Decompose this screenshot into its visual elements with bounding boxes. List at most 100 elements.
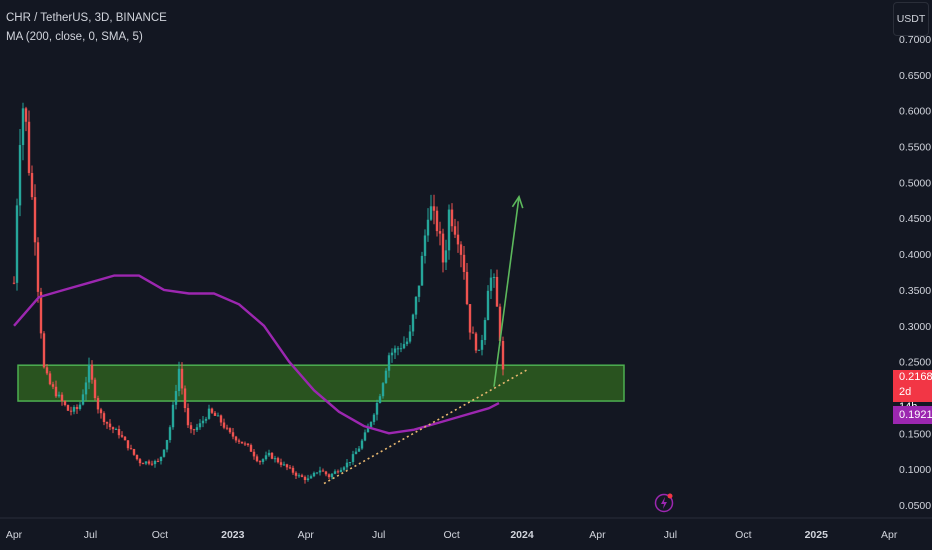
candle-body: [105, 421, 109, 424]
candle-body: [306, 478, 310, 481]
candle-body: [75, 407, 79, 409]
candle-body: [153, 460, 157, 465]
x-tick-label: Jul: [664, 529, 677, 541]
candle-body: [456, 234, 460, 245]
candle-body: [354, 451, 358, 455]
candle-body: [453, 226, 457, 235]
candle-body: [117, 428, 121, 436]
candle-body: [186, 408, 190, 426]
candle-body: [108, 423, 112, 428]
x-tick-label: 2023: [221, 529, 245, 541]
x-tick-label: Apr: [298, 529, 315, 541]
ma-value-badge: 0.1921: [893, 406, 932, 424]
candle-body: [489, 277, 493, 291]
lightning-icon[interactable]: [654, 491, 674, 513]
candle-body: [57, 394, 61, 397]
candle-body: [171, 404, 175, 428]
candle-body: [393, 348, 397, 353]
candle-body: [87, 364, 91, 383]
candle-body: [417, 285, 421, 297]
candle-body: [126, 440, 130, 449]
candle-body: [336, 471, 340, 473]
candle-body: [423, 235, 427, 256]
candle-body: [21, 108, 25, 146]
candle-body: [42, 333, 46, 368]
candle-body: [258, 461, 262, 463]
candle-body: [288, 467, 292, 469]
candle-body: [396, 348, 400, 350]
candle-body: [39, 291, 43, 334]
candle-body: [24, 108, 28, 122]
candle-body: [138, 459, 142, 464]
candle-body: [168, 427, 172, 441]
y-tick-label: 0.2500: [899, 357, 931, 369]
candle-body: [435, 210, 439, 232]
x-tick-label: Oct: [152, 529, 168, 541]
candle-body: [477, 349, 481, 351]
candle-body: [483, 320, 487, 341]
last-price-value: 0.2168: [899, 371, 932, 383]
candle-body: [249, 445, 253, 452]
candle-body: [33, 197, 37, 243]
candle-body: [426, 219, 430, 236]
candle-body: [351, 454, 355, 462]
candle-body: [84, 382, 88, 395]
candle-body: [132, 449, 136, 455]
price-axis: [890, 0, 932, 518]
currency-button[interactable]: USDT: [893, 2, 929, 36]
candle-body: [180, 368, 184, 389]
candle-body: [198, 423, 202, 428]
candle-body: [228, 428, 232, 433]
candle-body: [291, 467, 295, 473]
candle-body: [54, 386, 58, 397]
x-tick-label: 2025: [805, 529, 829, 541]
support-trendline: [323, 368, 530, 485]
candle-body: [414, 296, 418, 315]
candle-body: [450, 209, 454, 227]
candle-body: [372, 414, 376, 422]
candle-body: [111, 427, 115, 430]
candle-body: [429, 206, 433, 220]
x-tick-label: Apr: [6, 529, 23, 541]
candle-body: [240, 441, 244, 444]
y-tick-label: 0.5500: [899, 142, 931, 154]
candle-body: [207, 408, 211, 419]
candle-body: [441, 233, 445, 263]
candle-body: [360, 440, 364, 449]
chart-legend: CHR / TetherUS, 3D, BINANCE MA (200, clo…: [6, 9, 167, 47]
y-tick-label: 0.6500: [899, 70, 931, 82]
candle-body: [264, 455, 268, 460]
candle-body: [375, 402, 379, 415]
candle-body: [90, 364, 94, 380]
last-price-badge: 0.2168 2d 14h: [893, 370, 932, 413]
candle-body: [183, 388, 187, 409]
candle-body: [27, 121, 31, 173]
projection-arrow: [493, 196, 520, 387]
candle-body: [462, 254, 466, 272]
candle-body: [210, 408, 214, 413]
candle-body: [120, 435, 124, 437]
candle-body: [468, 304, 472, 333]
candle-body: [78, 404, 82, 409]
y-tick-label: 0.3500: [899, 285, 931, 297]
symbol-title: CHR / TetherUS, 3D, BINANCE: [6, 12, 167, 24]
candle-body: [12, 282, 16, 284]
candle-body: [267, 452, 271, 456]
projection-arrowhead: [511, 194, 524, 209]
candle-body: [201, 420, 205, 424]
x-tick-label: Oct: [443, 529, 459, 541]
candle-body: [420, 255, 424, 286]
candle-body: [399, 348, 403, 350]
candle-body: [465, 271, 469, 305]
candle-body: [177, 368, 181, 392]
candle-body: [222, 422, 226, 428]
candle-body: [387, 355, 391, 371]
x-tick-label: 2024: [510, 529, 534, 541]
candle-body: [411, 314, 415, 332]
candle-body: [438, 231, 442, 234]
candle-body: [480, 340, 484, 350]
candle-body: [459, 244, 463, 255]
y-tick-label: 0.4000: [899, 249, 931, 261]
candle-body: [48, 373, 52, 385]
